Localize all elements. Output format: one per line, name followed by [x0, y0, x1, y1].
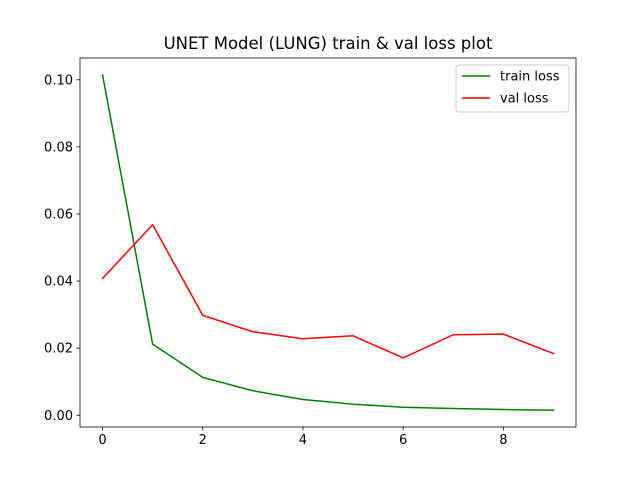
legend-label-train-loss: train loss [500, 70, 560, 85]
legend: train loss val loss [455, 64, 570, 113]
chart-title: UNET Model (LUNG) train & val loss plot [164, 34, 493, 53]
x-tick-label: 0 [98, 433, 106, 448]
y-axis: 0.00 0.02 0.04 0.06 0.08 0.10 [44, 73, 80, 424]
x-tick-label: 8 [499, 433, 507, 448]
series-line-val-loss [101, 223, 555, 359]
y-tick-label: 0.08 [44, 140, 73, 155]
y-tick-label: 0.02 [44, 342, 73, 357]
y-tick-label: 0.10 [44, 73, 73, 88]
series-line-train-loss [101, 73, 555, 411]
y-tick-label: 0.06 [44, 207, 73, 222]
x-axis: 0 2 4 6 8 [98, 427, 507, 448]
x-tick-label: 6 [399, 433, 407, 448]
x-tick-label: 2 [199, 433, 207, 448]
y-tick-label: 0.04 [44, 275, 73, 290]
plot-lines [101, 73, 555, 411]
x-tick-label: 4 [299, 433, 307, 448]
plot-frame [79, 57, 577, 428]
legend-label-val-loss: val loss [500, 92, 549, 107]
y-tick-label: 0.00 [44, 409, 73, 424]
